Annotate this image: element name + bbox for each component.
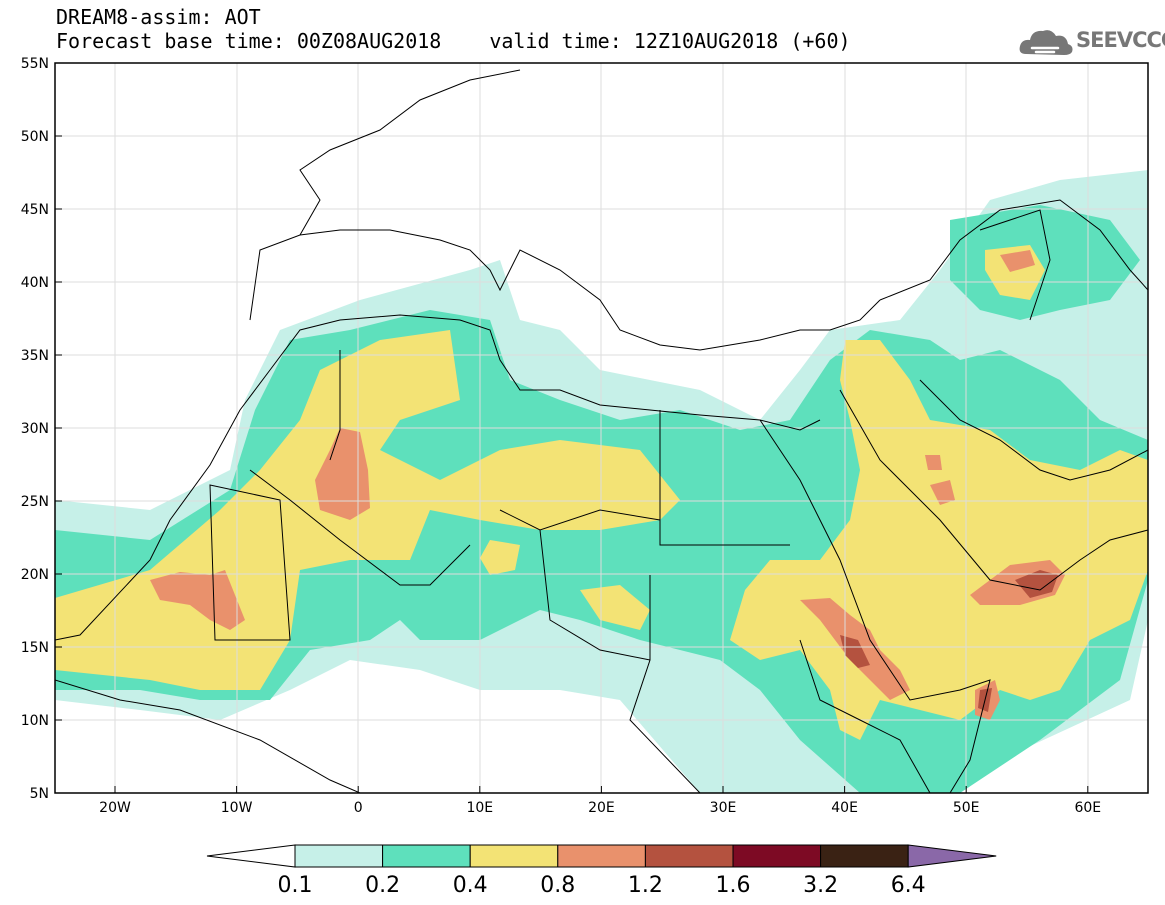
colorbar-label: 0.4: [453, 873, 488, 898]
lon-tick-label: 60E: [1074, 800, 1101, 816]
aot-field: [55, 63, 1148, 793]
valid-time: valid time: 12Z10AUG2018 (+60): [489, 29, 851, 53]
lat-tick-label: 45N: [21, 202, 49, 218]
lat-tick-label: 5N: [30, 786, 49, 802]
colorbar-swatch: [294, 844, 384, 868]
lon-tick-label: 0: [354, 800, 363, 816]
colorbar: 0.1 0.2 0.4 0.8 1.2 1.6 3.2 6.4: [206, 844, 997, 898]
aot-level-1.2: [840, 570, 1058, 712]
colorbar-label: 0.2: [365, 873, 400, 898]
latitude-ticks: 55N 50N 45N 40N 35N 30N 25N 20N 15N 10N 5N: [21, 56, 62, 802]
colorbar-label: 1.2: [628, 873, 663, 898]
colorbar-swatch: [820, 844, 909, 868]
lon-tick-label: 20W: [99, 800, 131, 816]
forecast-base-time: Forecast base time: 00Z08AUG2018: [56, 29, 442, 53]
lat-tick-label: 25N: [21, 494, 49, 510]
colorbar-swatch: [644, 844, 734, 868]
colorbar-label: 0.1: [278, 873, 313, 898]
cloud-icon: [1019, 30, 1073, 55]
map-title: DREAM8-assim: AOT: [56, 5, 261, 29]
lat-tick-label: 30N: [21, 421, 49, 437]
colorbar-label: 1.6: [716, 873, 751, 898]
lat-tick-label: 10N: [21, 713, 49, 729]
longitude-ticks: 20W 10W 0 10E 20E 30E 40E 50E 60E: [99, 786, 1101, 816]
colorbar-over-arrow: [907, 844, 997, 868]
lat-tick-label: 50N: [21, 129, 49, 145]
logo-text: SEEVCCC: [1076, 28, 1165, 52]
colorbar-label: 3.2: [803, 873, 838, 898]
lat-tick-label: 35N: [21, 348, 49, 364]
graticule: [55, 63, 1148, 793]
seevccc-logo: SEEVCCC: [1018, 24, 1165, 60]
colorbar-swatch: [382, 844, 471, 868]
colorbar-label: 0.8: [540, 873, 575, 898]
colorbar-swatch: [732, 844, 822, 868]
time-line: Forecast base time: 00Z08AUG2018 valid ti…: [56, 30, 851, 52]
lon-tick-label: 10W: [221, 800, 253, 816]
colorbar-under-arrow: [206, 844, 296, 868]
lon-tick-label: 40E: [831, 800, 858, 816]
lon-tick-label: 20E: [588, 800, 615, 816]
colorbar-swatch: [557, 844, 646, 868]
colorbar-label: 6.4: [891, 873, 926, 898]
lon-tick-label: 30E: [710, 800, 737, 816]
lat-tick-label: 20N: [21, 567, 49, 583]
lat-tick-label: 40N: [21, 275, 49, 291]
lat-tick-label: 15N: [21, 640, 49, 656]
lon-tick-label: 50E: [953, 800, 980, 816]
coastlines: [55, 69, 1148, 793]
lon-tick-label: 10E: [466, 800, 493, 816]
colorbar-swatch: [469, 844, 559, 868]
lat-tick-label: 55N: [21, 56, 49, 72]
